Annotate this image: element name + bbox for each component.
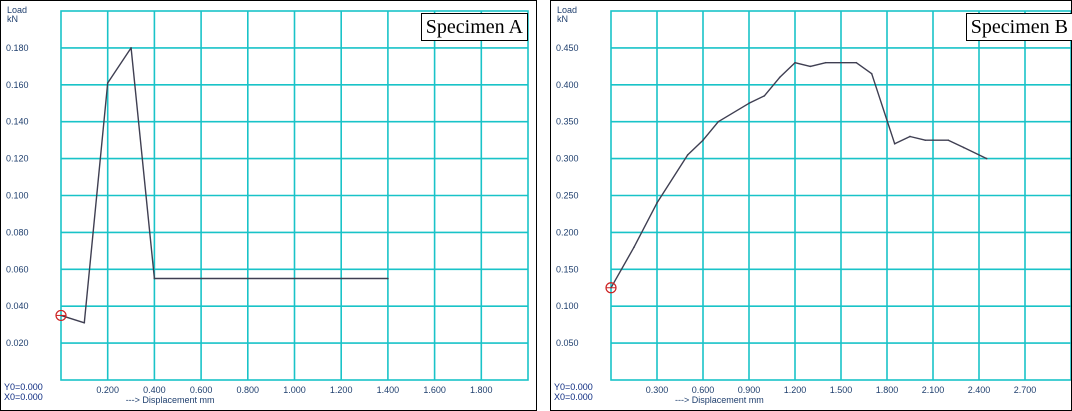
chart-panel-specimen-b: 0.300 0.600 0.900 1.200 1.500 1.800 2.100 2.400…	[550, 0, 1072, 411]
specimen-b-data-point	[893, 143, 896, 145]
specimen-a-plot-border	[60, 10, 529, 381]
specimen-b-x-axis-title: ---> Displacement mm	[675, 395, 764, 405]
specimen-a-data-point	[106, 82, 109, 84]
specimen-b-y-title-load: Load	[557, 5, 577, 15]
chart-specimen-a: 0.200 0.400 0.600 0.800 1.000 1.200 1.400 1.600…	[4, 5, 529, 405]
specimen-b-y-tick-label: 0.200	[556, 227, 579, 237]
specimen-a-x-tick-label: 1.400	[377, 385, 400, 395]
specimen-b-data-point	[855, 61, 858, 64]
specimen-b-y-tick-label: 0.400	[556, 80, 579, 90]
specimen-b-data-point	[748, 102, 750, 105]
specimen-b-x-tick-label: 1.800	[876, 385, 899, 395]
specimen-a-y-tick-label: 0.060	[6, 264, 29, 274]
specimen-a-data-point	[83, 322, 86, 324]
specimen-b-data-point	[809, 65, 812, 68]
specimen-b-y-tick-label: 0.350	[556, 117, 579, 127]
specimen-b-data-point	[717, 120, 720, 123]
specimen-a-x-tick-label: 0.400	[143, 385, 166, 395]
specimen-b-data-point	[633, 246, 635, 248]
specimen-b-data-point	[924, 139, 927, 141]
specimen-a-y-title-unit: kN	[7, 14, 18, 24]
specimen-b-y-tick-label: 0.450	[556, 43, 579, 53]
specimen-a-y-tick-label: 0.040	[6, 301, 29, 311]
specimen-a-y-tick-label: 0.160	[6, 80, 29, 90]
specimen-b-origin-y: Y0=0.000	[554, 382, 593, 392]
specimen-a-y-tick-label: 0.120	[6, 154, 29, 164]
specimen-b-plot-border	[610, 10, 1071, 381]
specimen-b-x-tick-label: 1.500	[830, 385, 853, 395]
specimen-b-y-tick-label: 0.250	[556, 191, 579, 201]
specimen-a-data-point	[153, 277, 156, 280]
specimen-b-data-point	[947, 139, 950, 141]
specimen-b-y-tick-label: 0.300	[556, 154, 579, 164]
specimen-a-x-tick-label: 1.200	[330, 385, 353, 395]
specimen-b-x-tick-label: 2.400	[968, 385, 991, 395]
specimen-a-label: Specimen A	[420, 13, 528, 41]
specimen-b-origin-x: X0=0.000	[554, 392, 593, 402]
specimen-a-y-tick-label: 0.020	[6, 338, 29, 348]
specimen-b-label: Specimen B	[965, 13, 1072, 41]
specimen-b-data-point	[763, 95, 766, 97]
specimen-a-x-tick-label: 0.200	[96, 385, 119, 395]
specimen-b-data-point	[778, 76, 781, 79]
specimen-b-data-point	[686, 154, 689, 156]
specimen-b-data-point	[962, 146, 965, 149]
specimen-a-x-tick-label: 1.600	[423, 385, 446, 395]
specimen-b-data-point	[702, 139, 704, 141]
specimen-a-y-tick-label: 0.080	[6, 227, 29, 237]
specimen-b-load-curve	[610, 62, 988, 289]
specimen-b-x-tick-label: 1.200	[784, 385, 807, 395]
specimen-a-x-axis-title: ---> Displacement mm	[126, 395, 215, 405]
specimen-b-y-tick-label: 0.100	[556, 301, 579, 311]
specimen-a-data-point	[387, 277, 389, 280]
specimen-a-origin-x: X0=0.000	[4, 392, 43, 402]
specimen-a-load-curve	[60, 47, 388, 324]
specimen-a-y-title-load: Load	[7, 5, 27, 15]
specimen-b-y-title-unit: kN	[557, 14, 568, 24]
specimen-a-x-tick-label: 0.800	[237, 385, 260, 395]
chart-specimen-b: 0.300 0.600 0.900 1.200 1.500 1.800 2.100 2.400…	[554, 5, 1071, 405]
specimen-b-data-point	[909, 135, 911, 138]
specimen-a-origin-y: Y0=0.000	[4, 382, 43, 392]
specimen-b-data-point	[656, 202, 658, 204]
specimen-a-x-tick-label: 1.000	[283, 385, 306, 395]
specimen-a-data-point	[130, 47, 132, 49]
specimen-a-x-tick-label: 1.800	[470, 385, 493, 395]
specimen-a-y-tick-label: 0.180	[6, 43, 29, 53]
specimen-b-x-tick-label: 0.300	[646, 385, 669, 395]
specimen-b-data-point	[870, 72, 873, 75]
specimen-b-y-tick-label: 0.150	[556, 264, 579, 274]
specimen-a-y-tick-label: 0.100	[6, 191, 29, 201]
specimen-b-x-tick-label: 0.900	[738, 385, 761, 395]
specimen-a-x-tick-label: 0.600	[190, 385, 213, 395]
specimen-b-data-point	[794, 61, 796, 64]
specimen-b-x-tick-label: 2.700	[1014, 385, 1037, 395]
specimen-b-data-point	[824, 61, 827, 64]
specimen-a-y-tick-label: 0.140	[6, 117, 29, 127]
specimen-b-x-tick-label: 0.600	[692, 385, 715, 395]
chart-panel-specimen-a: 0.200 0.400 0.600 0.800 1.000 1.200 1.400 1.600…	[0, 0, 537, 411]
specimen-b-y-tick-label: 0.050	[556, 338, 579, 348]
specimen-b-data-point	[985, 157, 988, 160]
specimen-b-x-tick-label: 2.100	[922, 385, 945, 395]
